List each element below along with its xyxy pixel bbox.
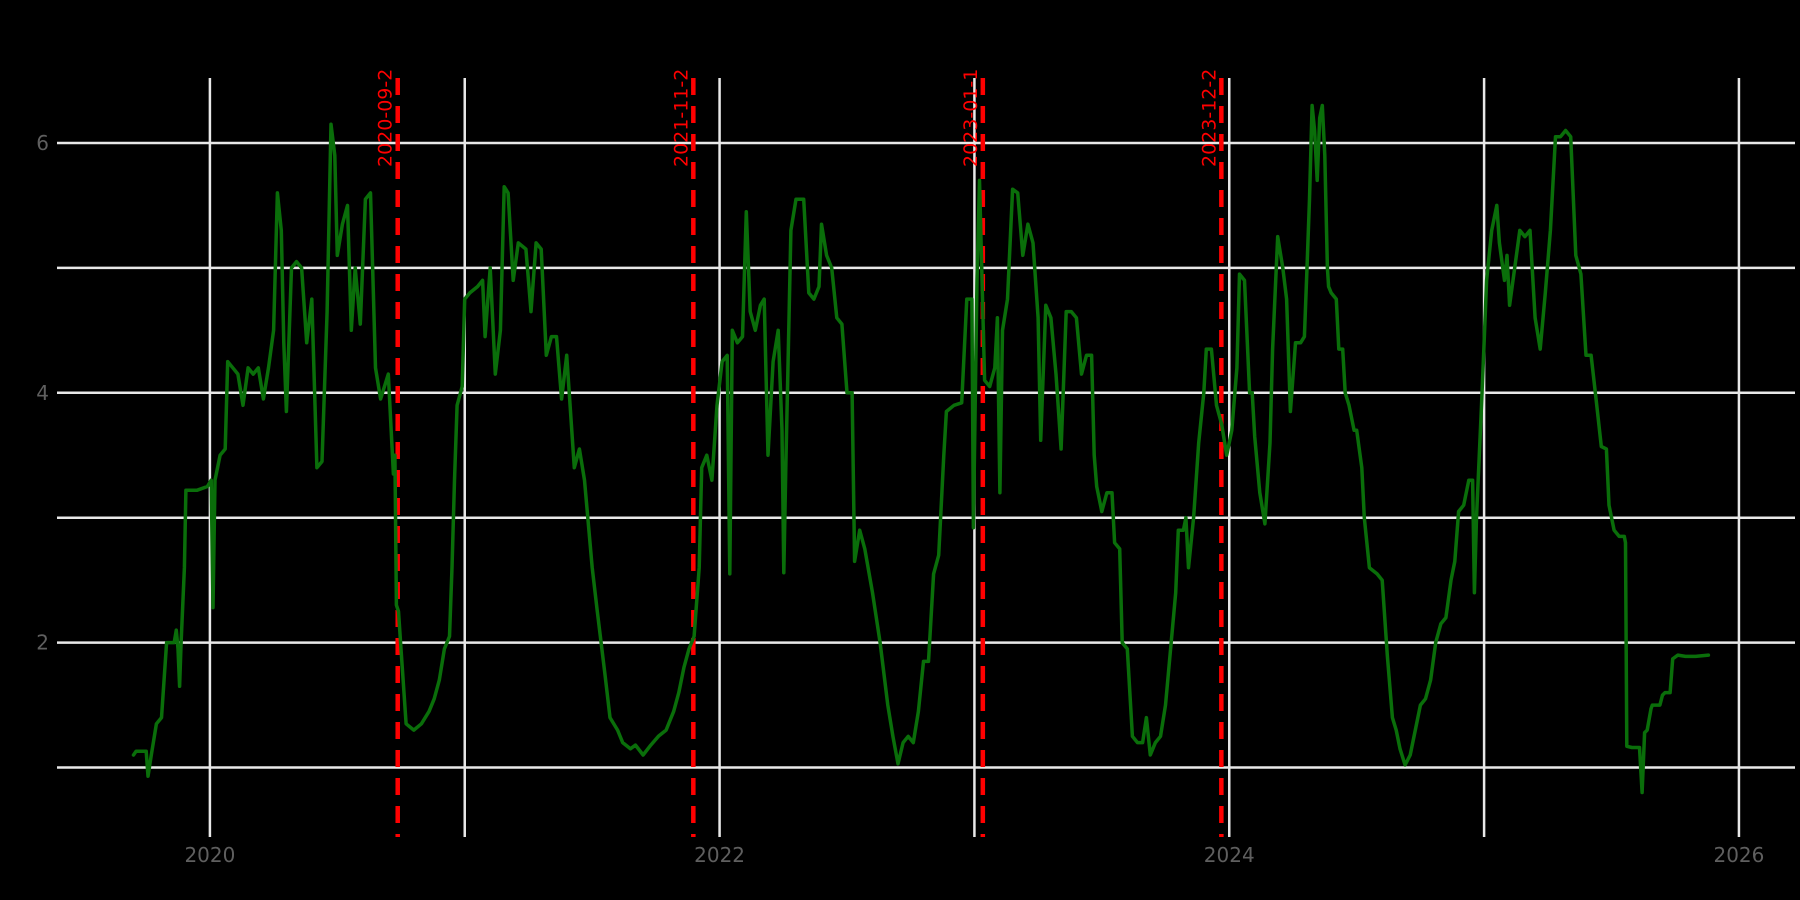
y-axis-tick-label: 4 xyxy=(36,381,49,405)
y-axis-tick-label: 6 xyxy=(36,131,49,155)
x-axis-tick-label: 2024 xyxy=(1204,843,1255,867)
y-axis-tick-label: 2 xyxy=(36,631,49,655)
x-axis-tick-label: 2020 xyxy=(184,843,235,867)
x-axis-tick-label: 2022 xyxy=(694,843,745,867)
event-lines-layer xyxy=(395,78,1224,837)
x-axis-tick-label: 2026 xyxy=(1713,843,1764,867)
series-layer xyxy=(131,103,1711,795)
axis-labels-layer: 2020-09-2 2021-11-2 2023-01-1 2023-12-2 2020… xyxy=(36,69,1764,867)
event-date-label: 2020-09-2 xyxy=(375,69,397,167)
event-date-label: 2021-11-2 xyxy=(670,69,692,167)
event-date-label: 2023-01-1 xyxy=(960,69,982,167)
data-series-line xyxy=(131,103,1711,795)
grid-layer xyxy=(57,78,1795,837)
event-date-label: 2023-12-2 xyxy=(1198,69,1220,167)
